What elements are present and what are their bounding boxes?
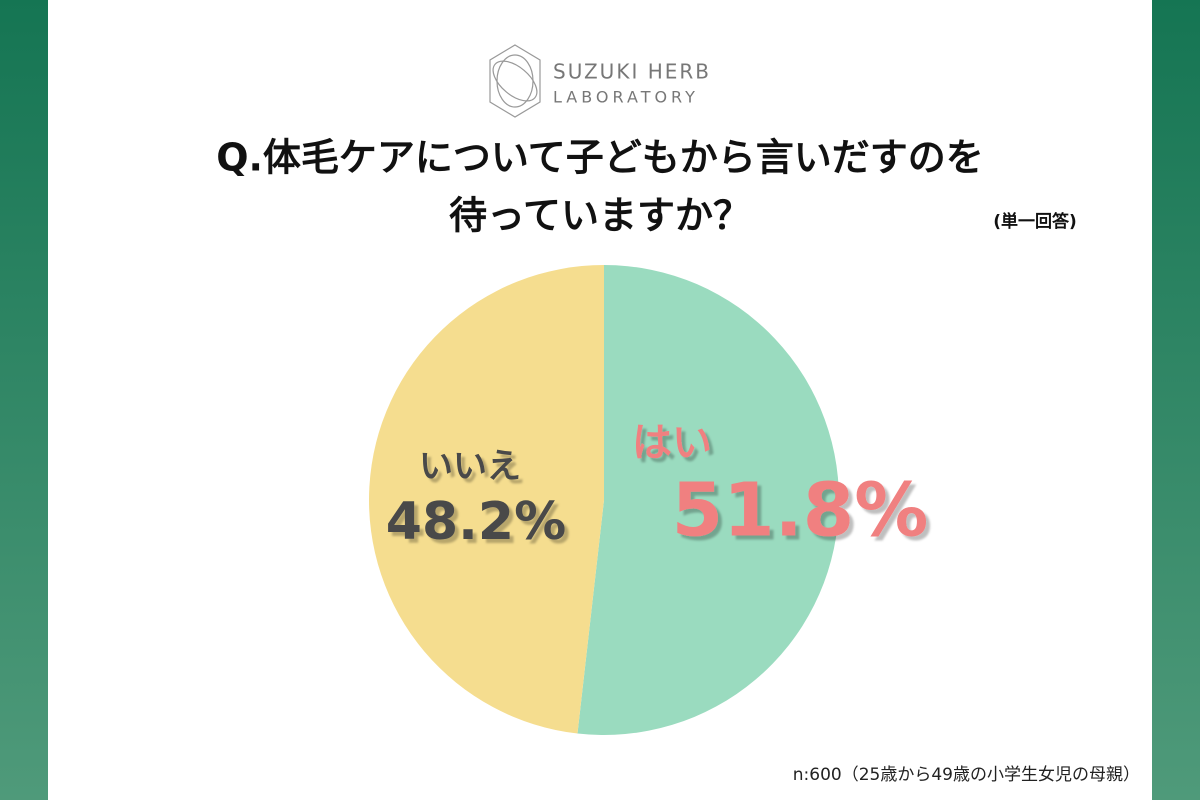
logo-text: SUZUKI HERB (553, 60, 711, 84)
value-label: 48.2% (386, 492, 566, 552)
pie-slice (577, 265, 839, 735)
value-label: 51.8% (672, 468, 929, 554)
logo-mark (489, 44, 541, 118)
slice-label: はい (632, 420, 712, 466)
chart-title: Q.体毛ケアについて子どもから言いだすのを (216, 136, 984, 180)
slice-label: いいえ (419, 447, 521, 487)
pie-slice (368, 265, 604, 734)
chart-title: 待っていますか？ (449, 194, 751, 238)
note: n:600（25歳から49歳の小学生女児の母親） (793, 765, 1140, 785)
pie (368, 265, 839, 735)
subtitle: (単一回答) (993, 211, 1077, 232)
logo-text: LABORATORY (553, 88, 699, 107)
